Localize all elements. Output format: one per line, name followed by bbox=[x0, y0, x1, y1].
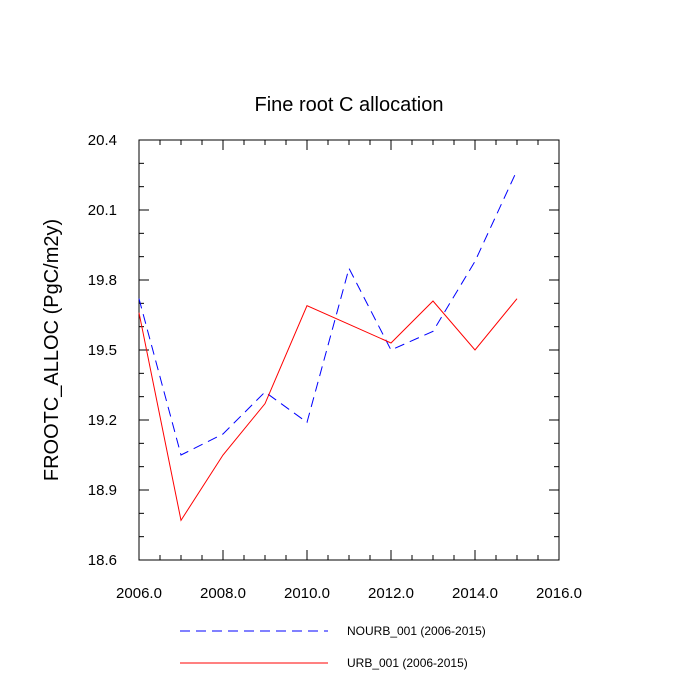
legend-label: NOURB_001 (2006-2015) bbox=[347, 624, 486, 638]
x-tick-label: 2016.0 bbox=[536, 585, 582, 602]
plot-frame bbox=[138, 139, 560, 561]
axes: 2006.0 2008.0 2010.0 2012.0 2014.0 2016.0 18.6… bbox=[88, 132, 582, 602]
y-tick-label: 18.6 bbox=[88, 552, 117, 569]
y-tick-label: 20.4 bbox=[88, 132, 117, 149]
plot-lines bbox=[138, 170, 518, 522]
x-tick-label: 2006.0 bbox=[116, 585, 162, 602]
y-tick-label: 19.5 bbox=[88, 342, 117, 359]
y-axis-label: FROOTC_ALLOC (PgC/m2y) bbox=[41, 219, 63, 481]
x-tick-label: 2010.0 bbox=[284, 585, 330, 602]
y-tick-label: 20.1 bbox=[88, 202, 117, 219]
series-line-2 bbox=[138, 298, 518, 522]
x-tick-label: 2012.0 bbox=[368, 585, 414, 602]
chart-title: Fine root C allocation bbox=[255, 94, 444, 116]
legend-label: URB_001 (2006-2015) bbox=[347, 656, 468, 670]
x-tick-label: 2014.0 bbox=[452, 585, 498, 602]
y-tick-label: 19.2 bbox=[88, 412, 117, 429]
series-line-1 bbox=[138, 170, 518, 456]
legend: NOURB_001 (2006-2015) URB_001 (2006-2015) bbox=[180, 624, 486, 670]
y-tick-label: 19.8 bbox=[88, 272, 117, 289]
x-tick-label: 2008.0 bbox=[200, 585, 246, 602]
y-tick-label: 18.9 bbox=[88, 482, 117, 499]
